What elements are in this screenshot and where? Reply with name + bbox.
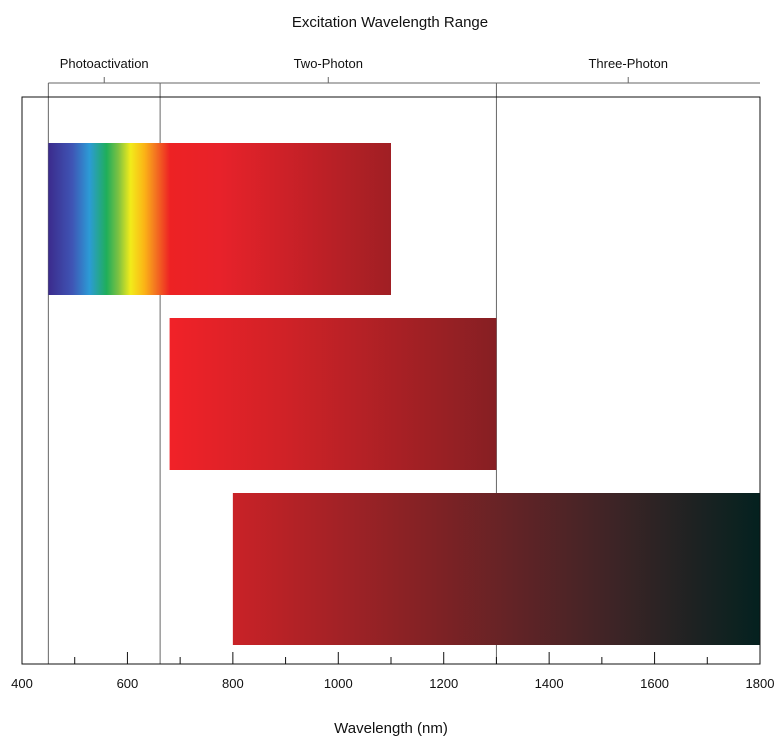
x-tick-label: 800: [222, 676, 244, 691]
x-tick-label: 1600: [640, 676, 669, 691]
range-bar-2: [169, 318, 497, 470]
x-tick-label: 1200: [429, 676, 458, 691]
x-tick-label: 1400: [535, 676, 564, 691]
chart-title: Excitation Wavelength Range: [292, 14, 488, 31]
x-tick-label: 400: [11, 676, 33, 691]
x-tick-label: 1800: [746, 676, 775, 691]
x-axis-ticks: 400 600 800 1000 1200 1400 1600 1800: [11, 652, 774, 691]
range-bar-1: [48, 143, 391, 295]
region-label: Photoactivation: [60, 56, 149, 71]
region-label: Three-Photon: [588, 56, 668, 71]
x-axis-label: Wavelength (nm): [334, 720, 448, 737]
x-tick-label: 1000: [324, 676, 353, 691]
x-tick-label: 600: [117, 676, 139, 691]
range-bar-3: [232, 493, 760, 645]
region-label: Two-Photon: [294, 56, 363, 71]
range-bars: [48, 143, 760, 645]
